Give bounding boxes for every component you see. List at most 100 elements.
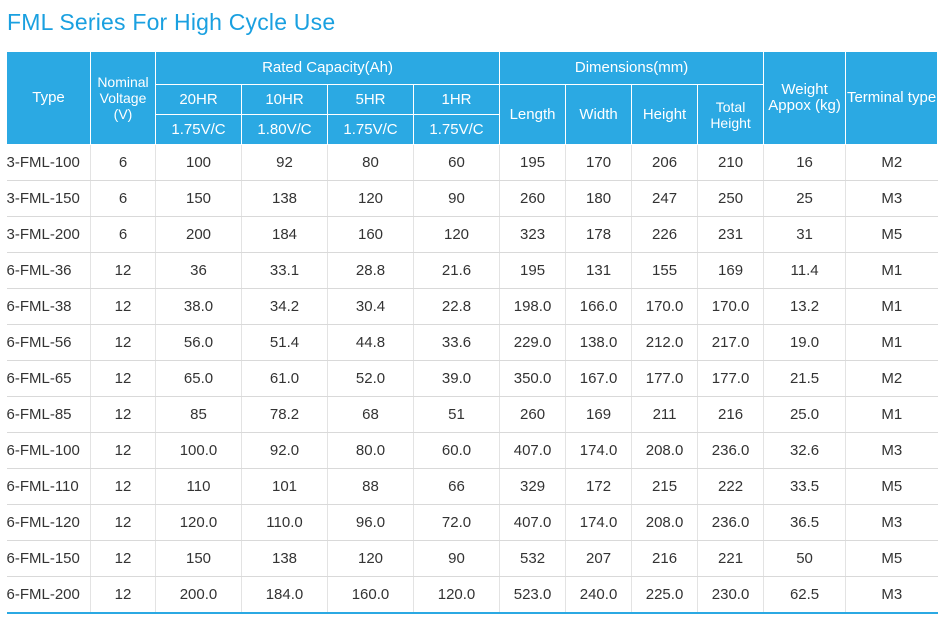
cell-length: 407.0 [499,432,566,469]
cell-20hr: 56.0 [155,324,242,361]
cell-type: 6-FML-65 [6,360,91,397]
cell-type: 3-FML-200 [6,216,91,253]
cell-voltage: 6 [90,180,156,217]
cell-width: 138.0 [565,324,632,361]
header-height: Height [631,84,699,145]
cell-length: 260 [499,180,566,217]
table-row: 6-FML-85 12 85 78.2 68 51 260 169 211 216 25.0 M1 [6,396,938,433]
header-end-voltage: 1.80V/C [241,114,328,145]
cell-5hr: 120 [327,180,414,217]
table-row: 6-FML-65 12 65.0 61.0 52.0 39.0 350.0 167.0 177.… [6,360,938,397]
cell-10hr: 101 [241,468,328,505]
spec-table: Type Nominal Voltage (V) Rated Capacity(… [6,51,939,614]
cell-total-height: 236.0 [697,504,764,541]
cell-height: 216 [631,540,698,577]
cell-total-height: 210 [697,144,764,181]
cell-terminal: M1 [845,288,938,325]
cell-weight: 62.5 [763,576,846,614]
cell-5hr: 30.4 [327,288,414,325]
cell-weight: 31 [763,216,846,253]
header-rate: 10HR [241,84,328,115]
cell-height: 247 [631,180,698,217]
page-title: FML Series For High Cycle Use [7,9,336,35]
cell-type: 6-FML-36 [6,252,91,289]
header-rate: 20HR [155,84,242,115]
cell-type: 6-FML-110 [6,468,91,505]
header-weight: Weight Appox (kg) [763,51,847,145]
cell-width: 207 [565,540,632,577]
cell-1hr: 39.0 [412,360,500,397]
cell-20hr: 100.0 [155,432,242,469]
cell-weight: 33.5 [763,468,846,505]
cell-voltage: 12 [90,324,156,361]
cell-1hr: 72.0 [412,504,500,541]
header-total-height: Total Height [697,84,765,145]
cell-5hr: 68 [327,396,414,433]
cell-weight: 25 [763,180,846,217]
cell-length: 195 [499,252,566,289]
cell-length: 260 [499,396,566,433]
cell-total-height: 231 [697,216,764,253]
cell-20hr: 120.0 [155,504,242,541]
cell-1hr: 66 [412,468,500,505]
header-dimensions: Dimensions(mm) [499,51,765,85]
cell-voltage: 12 [90,360,156,397]
cell-total-height: 170.0 [697,288,764,325]
cell-width: 172 [565,468,632,505]
cell-20hr: 150 [155,180,242,217]
header-rated-capacity: Rated Capacity(Ah) [154,51,501,85]
table-row: 6-FML-100 12 100.0 92.0 80.0 60.0 407.0 174.0 20… [6,432,938,469]
cell-20hr: 110 [155,468,242,505]
cell-type: 3-FML-100 [6,144,91,181]
cell-1hr: 60 [412,144,500,181]
cell-5hr: 96.0 [327,504,414,541]
cell-5hr: 80 [327,144,414,181]
cell-width: 166.0 [565,288,632,325]
cell-10hr: 138 [241,540,328,577]
table-row: 6-FML-150 12 150 138 120 90 532 207 216 221 50 M5 [6,540,938,577]
cell-20hr: 100 [155,144,242,181]
cell-width: 131 [565,252,632,289]
table-row: 6-FML-56 12 56.0 51.4 44.8 33.6 229.0 138.0 212.… [6,324,938,361]
cell-height: 215 [631,468,698,505]
cell-length: 350.0 [499,360,566,397]
table-row: 3-FML-100 6 100 92 80 60 195 170 206 210 16 M2 [6,144,938,181]
cell-height: 155 [631,252,698,289]
cell-20hr: 36 [155,252,242,289]
cell-10hr: 51.4 [241,324,328,361]
cell-height: 177.0 [631,360,698,397]
cell-terminal: M5 [845,468,938,505]
cell-weight: 13.2 [763,288,846,325]
table-row: 6-FML-38 12 38.0 34.2 30.4 22.8 198.0 166.0 170.… [6,288,938,325]
header-end-voltage: 1.75V/C [155,114,242,145]
cell-10hr: 33.1 [241,252,328,289]
cell-5hr: 160 [327,216,414,253]
table-row: 6-FML-200 12 200.0 184.0 160.0 120.0 523.0 240.… [6,576,938,614]
cell-terminal: M1 [845,252,938,289]
cell-1hr: 51 [412,396,500,433]
cell-type: 6-FML-120 [6,504,91,541]
cell-weight: 32.6 [763,432,846,469]
header-end-voltage: 1.75V/C [327,114,414,145]
cell-total-height: 250 [697,180,764,217]
cell-type: 6-FML-85 [6,396,91,433]
cell-1hr: 90 [412,540,500,577]
cell-length: 407.0 [499,504,566,541]
cell-height: 212.0 [631,324,698,361]
cell-voltage: 12 [90,540,156,577]
header-terminal: Terminal type [845,51,939,145]
table-row: 6-FML-110 12 110 101 88 66 329 172 215 222 33.5 M5 [6,468,938,505]
cell-voltage: 12 [90,432,156,469]
cell-terminal: M2 [845,360,938,397]
cell-total-height: 169 [697,252,764,289]
cell-width: 170 [565,144,632,181]
cell-length: 195 [499,144,566,181]
cell-total-height: 221 [697,540,764,577]
table-row: 3-FML-150 6 150 138 120 90 260 180 247 250 25 M3 [6,180,938,217]
cell-voltage: 12 [90,288,156,325]
cell-10hr: 78.2 [241,396,328,433]
cell-total-height: 222 [697,468,764,505]
header-length: Length [499,84,567,145]
cell-height: 226 [631,216,698,253]
cell-10hr: 92 [241,144,328,181]
